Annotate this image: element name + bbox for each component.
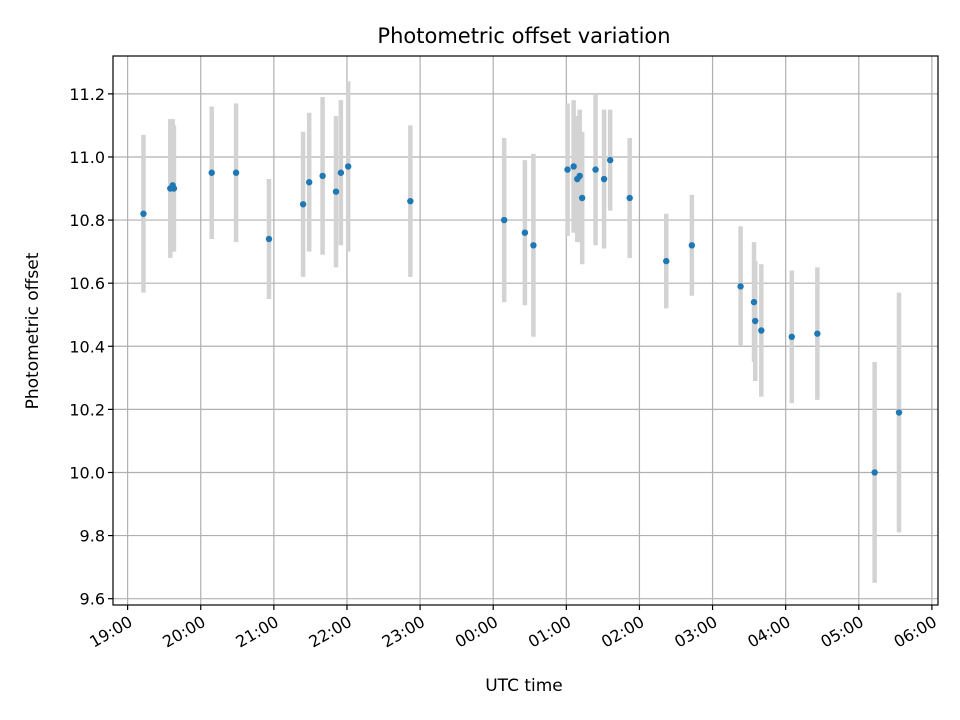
data-point xyxy=(170,185,178,192)
x-tick-label: 00:00 xyxy=(452,612,501,652)
data-point xyxy=(208,169,215,176)
data-point xyxy=(788,333,795,341)
data-point xyxy=(521,229,529,236)
data-point xyxy=(140,210,147,217)
data-point xyxy=(564,166,571,173)
x-tick-label: 02:00 xyxy=(598,612,647,652)
data-point xyxy=(299,201,307,208)
data-point xyxy=(407,197,414,205)
data-point xyxy=(578,194,586,202)
y-tick-label: 11.2 xyxy=(69,85,105,104)
y-tick-label: 10.8 xyxy=(69,211,105,230)
data-point xyxy=(500,216,508,224)
data-point xyxy=(871,469,878,476)
x-axis-label: UTC time xyxy=(485,676,563,696)
x-tick-label: 05:00 xyxy=(817,612,866,652)
data-point xyxy=(752,317,759,325)
data-point xyxy=(626,194,633,202)
y-tick-label: 9.6 xyxy=(80,590,105,609)
x-tick-label: 06:00 xyxy=(890,612,939,652)
data-point xyxy=(305,179,313,186)
x-tick-label: 19:00 xyxy=(86,612,135,652)
x-tick-label: 21:00 xyxy=(232,612,281,652)
data-point xyxy=(530,242,537,249)
y-tick-label: 10.0 xyxy=(69,463,105,482)
data-point xyxy=(663,257,670,265)
y-tick-label: 10.4 xyxy=(69,337,105,356)
data-point xyxy=(232,169,240,176)
x-tick-label: 03:00 xyxy=(671,612,720,652)
data-point xyxy=(688,242,696,249)
data-point xyxy=(814,330,821,337)
data-point xyxy=(895,409,903,416)
data-point xyxy=(606,156,614,164)
x-tick-label: 04:00 xyxy=(744,612,793,652)
y-axis-label: Photometric offset xyxy=(23,252,43,409)
chart-title: Photometric offset variation xyxy=(377,24,670,48)
plot-frame xyxy=(112,55,939,606)
data-point xyxy=(737,283,744,290)
x-tick-label: 20:00 xyxy=(159,612,208,652)
data-point xyxy=(332,188,340,195)
x-tick-label: 01:00 xyxy=(525,612,574,652)
x-axis-ticks: 19:00 20:00 21:00 22:00 23:00 00:00 01:00 02:00… xyxy=(86,605,940,652)
y-tick-label: 10.6 xyxy=(69,274,105,293)
data-point xyxy=(265,235,273,243)
y-tick-label: 10.2 xyxy=(69,400,105,419)
data-points xyxy=(140,156,903,476)
data-point xyxy=(337,169,345,176)
data-point xyxy=(570,163,577,170)
data-point xyxy=(344,163,352,170)
data-point xyxy=(319,172,326,180)
x-tick-label: 22:00 xyxy=(306,612,355,652)
data-point xyxy=(758,327,765,334)
y-tick-label: 9.8 xyxy=(80,527,105,546)
y-tick-label: 11.0 xyxy=(69,148,105,167)
data-point xyxy=(576,172,583,180)
x-tick-label: 23:00 xyxy=(379,612,428,652)
data-point xyxy=(592,166,599,173)
data-point xyxy=(600,175,608,183)
y-axis-ticks: 9.6 9.8 10.0 10.2 10.4 10.6 10.8 11.0 11.2 xyxy=(69,85,113,609)
data-point xyxy=(750,298,758,306)
